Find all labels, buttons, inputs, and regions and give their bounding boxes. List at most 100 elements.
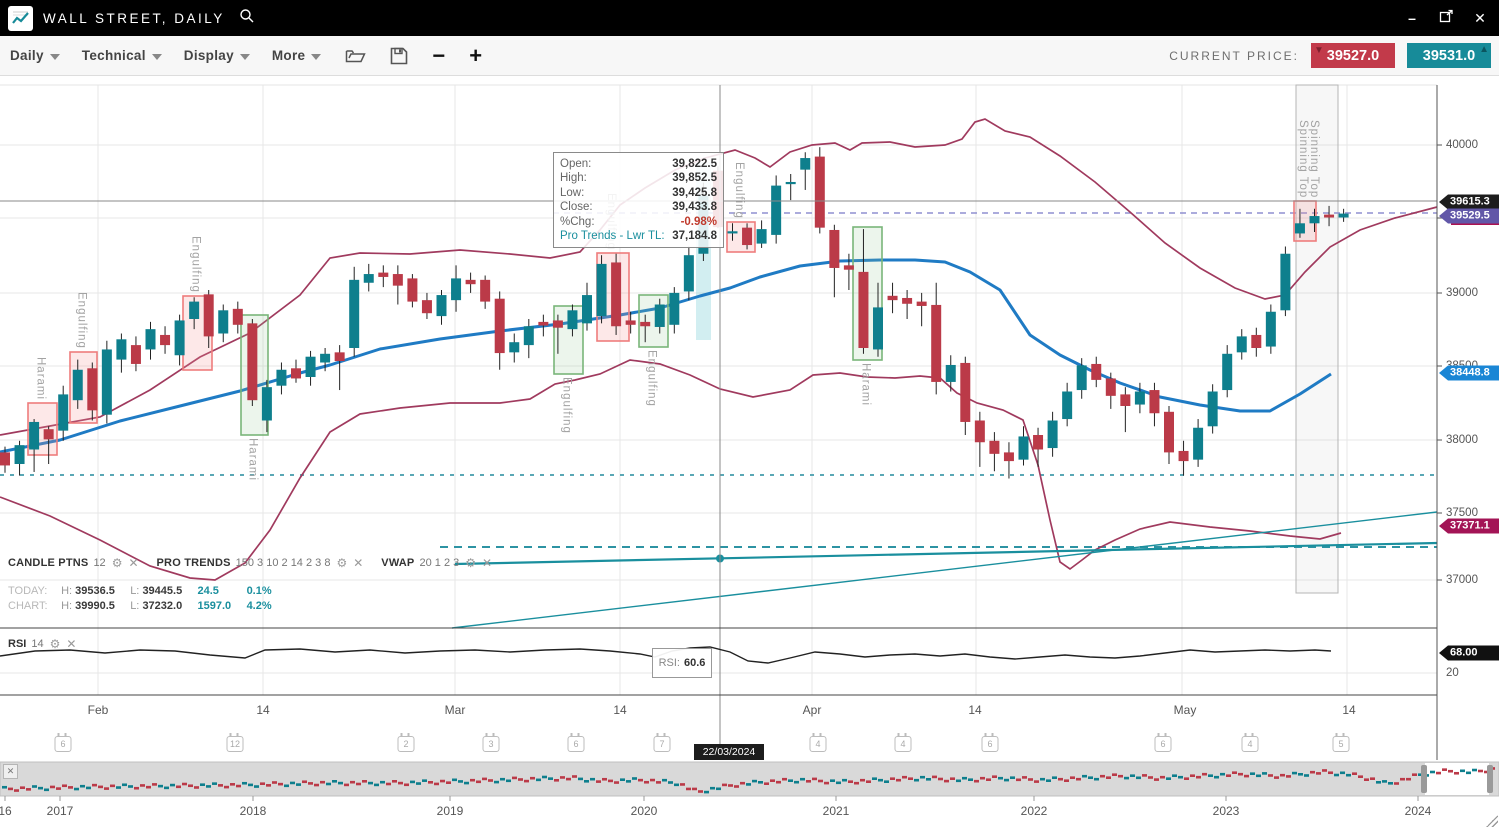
axis-year-label: 2023 <box>1212 804 1240 818</box>
menu-daily[interactable]: Daily <box>10 48 60 63</box>
candle-body <box>916 301 927 306</box>
candle-body <box>101 349 112 415</box>
candle-body <box>1222 353 1233 391</box>
calendar-icon[interactable]: 4 <box>809 733 827 752</box>
candle-body <box>873 307 883 350</box>
session-stats: TODAY: H: 39536.5 L: 39445.5 24.5 0.1% C… <box>8 584 293 614</box>
pattern-label: Engulfing <box>560 377 573 434</box>
close-icon[interactable]: ✕ <box>128 556 139 570</box>
price-tag: 39615.3 <box>1439 194 1499 210</box>
minimize-button[interactable]: – <box>1408 10 1416 26</box>
stats-today-row: TODAY: H: 39536.5 L: 39445.5 24.5 0.1% <box>8 585 272 597</box>
calendar-icon[interactable]: 4 <box>1241 733 1259 752</box>
candle-body <box>1251 334 1262 348</box>
navigator-handle-left[interactable] <box>1421 765 1427 793</box>
indicator-row: CANDLE PTNS 12 ⚙ ✕ PRO TRENDS 150 3 10 2 1… <box>8 556 510 570</box>
candle-body <box>1309 216 1320 224</box>
pattern-label: Engulfing <box>189 236 202 293</box>
calendar-icon[interactable]: 3 <box>482 733 500 752</box>
pattern-label: Spinning Top <box>1297 119 1309 198</box>
candle-body <box>523 326 534 346</box>
rsi-tooltip: RSI: 60.6 <box>652 648 712 678</box>
candle-body <box>87 368 98 411</box>
candle-body <box>145 329 156 350</box>
search-icon[interactable] <box>239 8 255 29</box>
axis-month-label: Mar <box>444 703 466 717</box>
candle-body <box>160 334 171 346</box>
open-folder-icon[interactable] <box>345 47 367 64</box>
candle-body <box>334 352 345 362</box>
candle-body <box>261 387 272 421</box>
candle-body <box>392 274 403 286</box>
pattern-box <box>726 221 756 253</box>
close-icon[interactable]: ✕ <box>482 556 493 570</box>
price-axis-label: 37000 <box>1446 574 1478 586</box>
calendar-icon[interactable]: 6 <box>567 733 585 752</box>
candle-body <box>1047 420 1058 449</box>
candle-body <box>58 394 69 431</box>
candle-body <box>829 229 840 268</box>
candle-body <box>291 368 301 379</box>
candle-body <box>189 301 200 319</box>
candle-body <box>654 304 665 327</box>
candle-body <box>887 295 898 301</box>
pattern-label: Harami <box>246 438 259 482</box>
close-icon[interactable]: ✕ <box>353 556 364 570</box>
band-upper-line <box>0 118 1438 436</box>
indicator-vwap: VWAP 20 1 2 3 ⚙ ✕ <box>381 556 493 570</box>
calendar-icon[interactable]: 12 <box>226 733 244 752</box>
candle-body <box>130 345 141 364</box>
gear-icon[interactable]: ⚙ <box>49 637 61 651</box>
navigator-close-button[interactable]: ✕ <box>3 764 18 779</box>
calendar-icon[interactable]: 6 <box>1154 733 1172 752</box>
candle-body <box>625 320 636 325</box>
candle-body <box>960 362 971 422</box>
calendar-icon[interactable]: 7 <box>653 733 671 752</box>
save-icon[interactable] <box>390 47 408 65</box>
candle-body <box>29 421 40 450</box>
navigator-track <box>0 761 1499 797</box>
gear-icon[interactable]: ⚙ <box>111 556 123 570</box>
candle-body <box>1178 450 1189 462</box>
close-icon[interactable]: ✕ <box>66 637 77 651</box>
menu-technical[interactable]: Technical <box>82 48 162 63</box>
pattern-label: Harami <box>859 363 872 407</box>
rsi-line <box>0 646 1332 664</box>
candle-body <box>174 320 185 356</box>
candle-body <box>567 310 578 330</box>
close-button[interactable]: ✕ <box>1474 9 1486 26</box>
candle-body <box>669 292 680 325</box>
candle-body <box>582 295 592 324</box>
arrow-up-icon: ▲ <box>1479 44 1489 55</box>
popout-button[interactable] <box>1437 9 1455 27</box>
gear-icon[interactable]: ⚙ <box>336 556 348 570</box>
zoom-in-button[interactable]: + <box>469 42 483 68</box>
candle-body <box>611 262 622 327</box>
pattern-label: Spinning Top <box>1308 120 1320 199</box>
calendar-icon[interactable]: 6 <box>54 733 72 752</box>
candle-body <box>305 356 316 377</box>
calendar-icon[interactable]: 5 <box>1332 733 1350 752</box>
candle-body <box>436 295 447 317</box>
candle-body <box>451 278 462 301</box>
candle-body <box>1193 427 1204 460</box>
navigator-handle-right[interactable] <box>1487 765 1493 793</box>
axis-month-label: May <box>1173 703 1197 717</box>
candle-body <box>465 279 476 285</box>
calendar-icon[interactable]: 4 <box>894 733 912 752</box>
calendar-icon[interactable]: 2 <box>397 733 415 752</box>
chevron-down-icon <box>151 53 162 60</box>
ask-price-badge: 39531.0 ▲ <box>1407 43 1491 68</box>
candle-body <box>843 265 854 270</box>
menu-display[interactable]: Display <box>184 48 250 63</box>
price-tag: 39529.5 <box>1439 208 1499 224</box>
gear-icon[interactable]: ⚙ <box>465 556 477 570</box>
indicator-rsi: RSI 14 ⚙ ✕ <box>8 637 77 651</box>
calendar-icon[interactable]: 6 <box>981 733 999 752</box>
menu-more[interactable]: More <box>272 48 322 63</box>
zoom-out-button[interactable]: − <box>432 42 446 68</box>
price-tag: 68.00 <box>1439 645 1499 661</box>
resize-handle[interactable] <box>1486 815 1498 827</box>
